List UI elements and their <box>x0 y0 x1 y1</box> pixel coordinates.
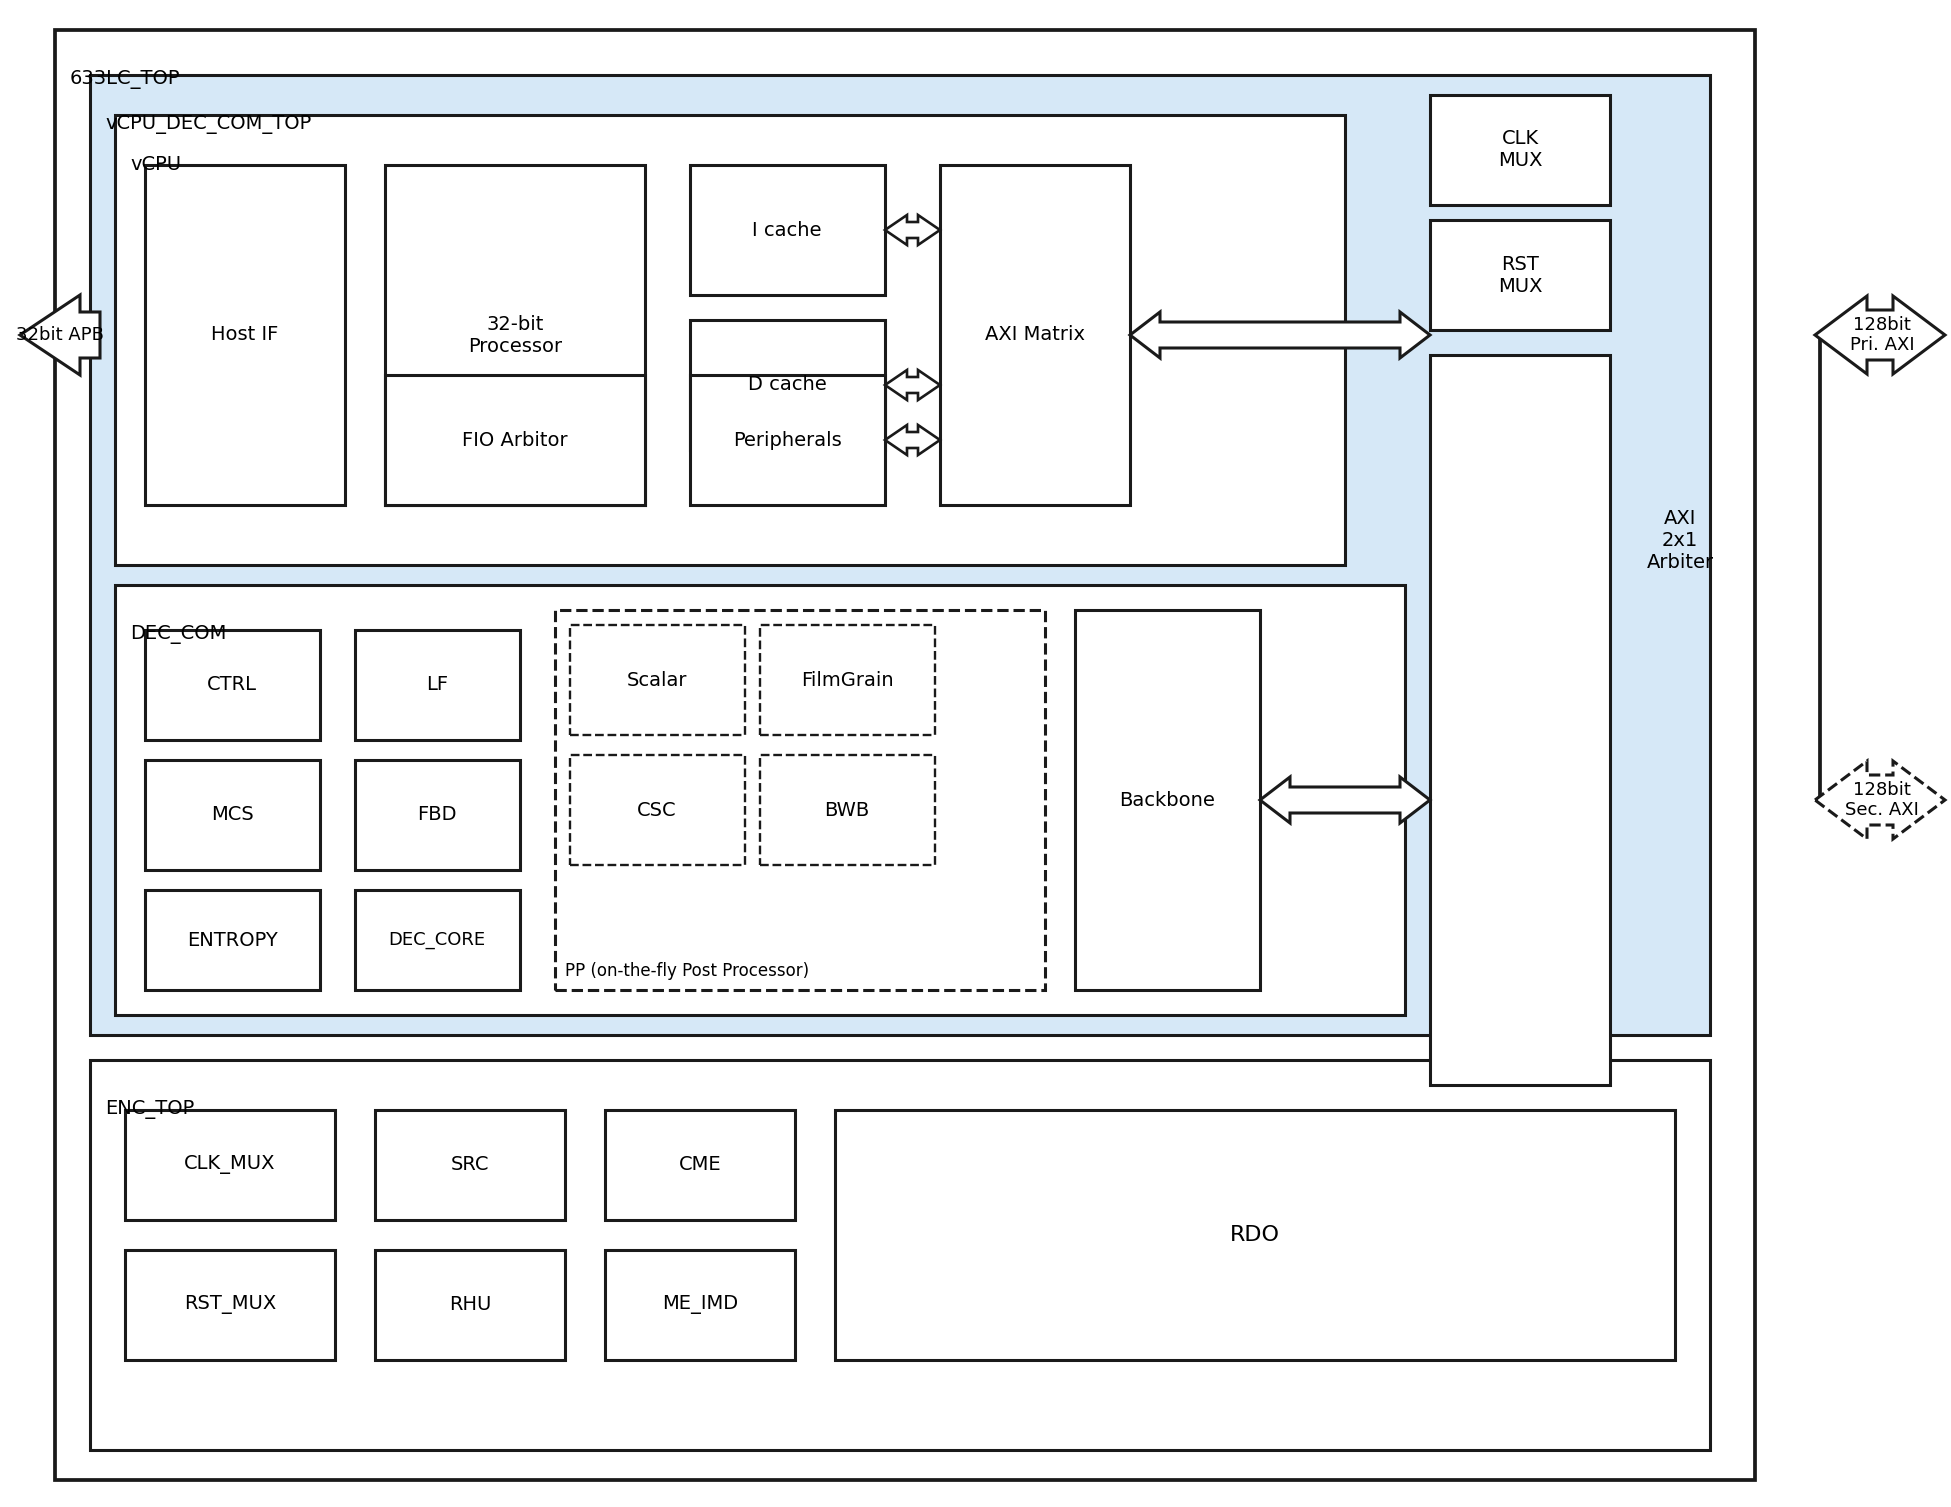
Text: FBD: FBD <box>418 806 457 824</box>
Bar <box>144 760 320 870</box>
Bar <box>835 1111 1676 1359</box>
Bar <box>355 760 521 870</box>
Text: CLK
MUX: CLK MUX <box>1498 130 1541 170</box>
Bar <box>355 891 521 990</box>
Text: ME_IMD: ME_IMD <box>661 1296 737 1314</box>
Bar <box>691 319 886 451</box>
Text: Host IF: Host IF <box>211 326 279 345</box>
Text: RDO: RDO <box>1229 1225 1280 1245</box>
Bar <box>1430 356 1610 1085</box>
Polygon shape <box>20 295 100 375</box>
Bar <box>375 1111 566 1221</box>
Text: CLK_MUX: CLK_MUX <box>183 1156 275 1174</box>
Text: SRC: SRC <box>451 1156 490 1174</box>
Bar <box>90 75 1709 1035</box>
Text: MCS: MCS <box>211 806 254 824</box>
Bar <box>144 164 345 505</box>
Text: RST
MUX: RST MUX <box>1498 255 1541 295</box>
Text: ENC_TOP: ENC_TOP <box>105 1100 195 1120</box>
Text: RHU: RHU <box>449 1296 492 1314</box>
Polygon shape <box>886 216 940 246</box>
Bar <box>1075 610 1260 990</box>
Text: LF: LF <box>425 675 449 695</box>
Bar <box>761 755 935 865</box>
Text: I cache: I cache <box>753 220 821 240</box>
Bar <box>761 625 935 735</box>
Bar <box>1430 95 1610 205</box>
Bar <box>605 1249 794 1359</box>
Bar <box>570 625 745 735</box>
Bar <box>384 375 646 505</box>
Bar <box>355 630 521 740</box>
Polygon shape <box>1814 761 1945 839</box>
Bar <box>115 115 1344 565</box>
Bar <box>144 891 320 990</box>
Text: RST_MUX: RST_MUX <box>183 1296 277 1314</box>
Text: Peripherals: Peripherals <box>734 431 841 449</box>
Text: CSC: CSC <box>638 800 677 820</box>
Polygon shape <box>1130 312 1430 359</box>
Text: AXI Matrix: AXI Matrix <box>985 326 1085 345</box>
Bar <box>125 1111 336 1221</box>
Bar <box>1430 220 1610 330</box>
Text: Backbone: Backbone <box>1120 791 1215 809</box>
Polygon shape <box>1814 295 1945 374</box>
Text: AXI
2x1
Arbiter: AXI 2x1 Arbiter <box>1647 508 1713 571</box>
Polygon shape <box>886 425 940 455</box>
Bar <box>375 1249 566 1359</box>
Bar <box>125 1249 336 1359</box>
Polygon shape <box>886 371 940 399</box>
Text: 128bit
Sec. AXI: 128bit Sec. AXI <box>1846 781 1920 820</box>
Bar <box>144 630 320 740</box>
Bar <box>554 610 1046 990</box>
Bar <box>90 1059 1709 1450</box>
Polygon shape <box>1260 778 1430 823</box>
Bar <box>691 375 886 505</box>
Text: FIO Arbitor: FIO Arbitor <box>462 431 568 449</box>
Bar <box>940 164 1130 505</box>
Bar <box>115 585 1405 1016</box>
Text: vCPU_DEC_COM_TOP: vCPU_DEC_COM_TOP <box>105 115 312 134</box>
Bar <box>605 1111 794 1221</box>
Text: DEC_CORE: DEC_CORE <box>388 931 486 949</box>
Text: CME: CME <box>679 1156 722 1174</box>
Text: 128bit
Pri. AXI: 128bit Pri. AXI <box>1850 315 1914 354</box>
Text: 32-bit
Processor: 32-bit Processor <box>468 315 562 356</box>
Text: vCPU: vCPU <box>131 155 181 173</box>
Text: CTRL: CTRL <box>207 675 258 695</box>
Bar <box>570 755 745 865</box>
Bar <box>384 164 646 505</box>
Bar <box>691 164 886 295</box>
Text: FilmGrain: FilmGrain <box>800 671 894 690</box>
Text: PP (on-the-fly Post Processor): PP (on-the-fly Post Processor) <box>566 961 810 980</box>
Bar <box>55 30 1756 1480</box>
Text: Scalar: Scalar <box>626 671 687 690</box>
Text: 32bit APB: 32bit APB <box>16 326 103 344</box>
Text: ENTROPY: ENTROPY <box>187 930 277 949</box>
Text: BWB: BWB <box>825 800 870 820</box>
Text: DEC_COM: DEC_COM <box>131 625 226 643</box>
Text: D cache: D cache <box>747 375 827 395</box>
Text: 633LC_TOP: 633LC_TOP <box>70 69 181 89</box>
